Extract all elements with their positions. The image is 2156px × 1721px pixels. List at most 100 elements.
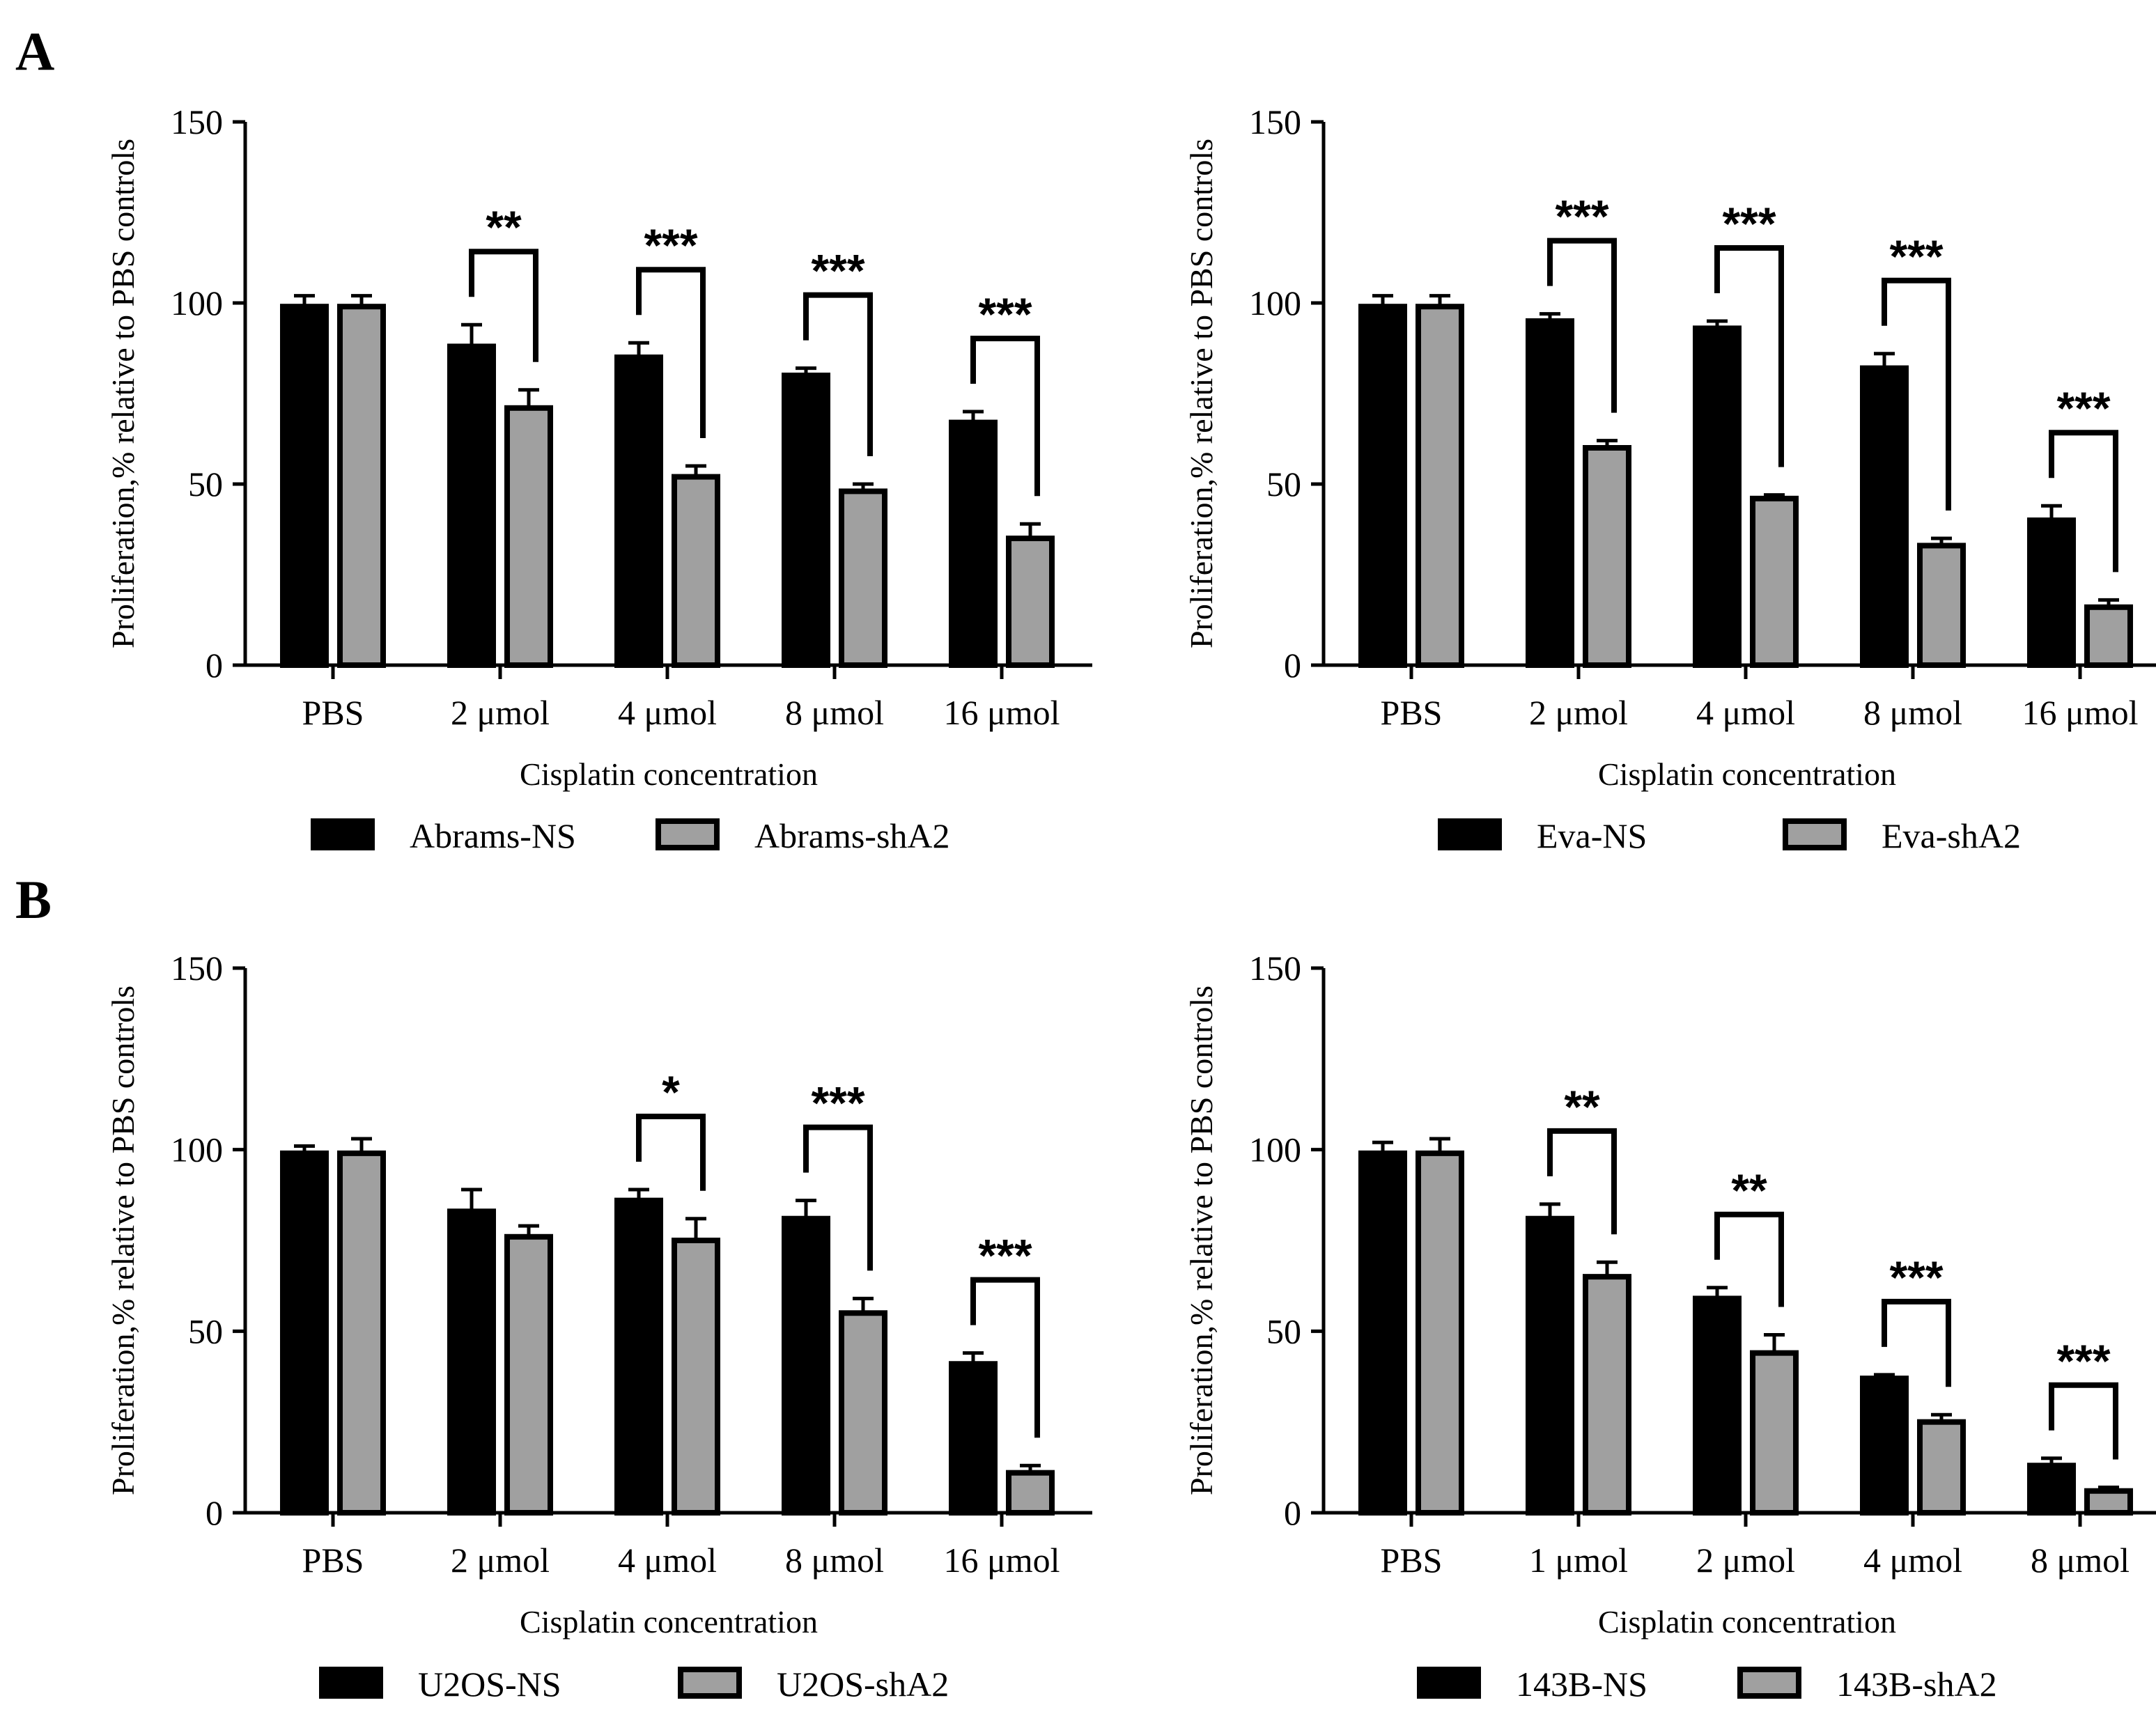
bar-sha2: [1006, 536, 1055, 668]
legend-label: 143B-shA2: [1836, 1665, 1997, 1704]
bar-sha2: [1006, 1470, 1055, 1516]
error-bar: [685, 1217, 706, 1240]
error-bar: [796, 366, 816, 375]
bar-ns: [1693, 325, 1742, 668]
y-tick-label: 150: [171, 102, 223, 141]
x-tick-label: 4 μmol: [618, 1541, 717, 1580]
error-bar: [1931, 536, 1952, 546]
x-axis-title: Cisplatin concentration: [1598, 756, 1896, 792]
bar-ns: [1860, 365, 1909, 668]
error-bar: [963, 1351, 984, 1364]
significance-label: *: [662, 1066, 680, 1118]
y-tick-label: 0: [1284, 646, 1301, 685]
x-tick-label: 8 μmol: [785, 1541, 884, 1580]
y-axis-title: Proliferation,% relative to PBS controls: [105, 986, 141, 1495]
legend-label: U2OS-shA2: [777, 1665, 949, 1704]
error-bar: [1707, 1286, 1728, 1299]
y-tick-label: 50: [188, 1311, 223, 1350]
significance-bracket: [1882, 1298, 1951, 1387]
y-tick-label: 0: [1284, 1493, 1301, 1532]
bar-ns: [949, 419, 998, 668]
bar-ns: [1526, 318, 1574, 668]
y-axis-title: Proliferation,% relative to PBS controls: [105, 139, 141, 648]
error-bar: [685, 464, 706, 477]
bar-sha2: [504, 1233, 553, 1516]
error-bar: [518, 388, 539, 408]
y-tick-label: 100: [171, 283, 223, 322]
bar-sha2: [337, 1150, 386, 1516]
x-tick-label: PBS: [302, 1541, 364, 1580]
x-tick-label: 16 μmol: [2022, 693, 2138, 732]
x-tick-label: 16 μmol: [943, 693, 1060, 732]
error-bar: [1707, 319, 1728, 329]
bar-sha2: [504, 405, 553, 668]
x-axis-title: Cisplatin concentration: [520, 1604, 818, 1640]
legend-swatch: [656, 818, 720, 850]
bar-sha2: [839, 488, 887, 669]
bar-ns: [447, 343, 496, 668]
error-bar: [1372, 1140, 1393, 1153]
significance-bracket: [2049, 430, 2118, 573]
x-tick-label: 2 μmol: [1696, 1541, 1795, 1580]
error-bar: [1429, 1137, 1450, 1153]
chart-u2os: 0 50 100 150 Proliferation,% relative to PBS…: [105, 949, 1092, 1704]
y-tick-label: 150: [1249, 949, 1301, 988]
significance-bracket: [636, 267, 706, 438]
bar-sha2: [2084, 1488, 2133, 1516]
x-tick-label: 2 μmol: [451, 693, 550, 732]
chart-eva: 0 50 100 150 Proliferation,% relative to PBS…: [1184, 102, 2156, 855]
legend-label: Abrams-shA2: [754, 816, 950, 855]
x-tick-label: PBS: [1381, 1541, 1443, 1580]
y-tick-label: 50: [1266, 1311, 1301, 1350]
legend-swatch: [1438, 818, 1502, 850]
error-bar: [351, 294, 372, 307]
bar-sha2: [2084, 604, 2133, 668]
bar-ns: [1860, 1376, 1909, 1516]
error-bar: [1372, 294, 1393, 307]
bar-sha2: [672, 474, 720, 668]
y-tick-label: 150: [1249, 102, 1301, 141]
error-bar: [518, 1224, 539, 1237]
legend-swatch: [678, 1667, 742, 1699]
bar-ns: [1526, 1215, 1574, 1516]
bar-ns: [949, 1361, 998, 1516]
bar-sha2: [1416, 304, 1464, 668]
error-bar: [1874, 352, 1895, 368]
error-bar: [2098, 1486, 2119, 1491]
bar-ns: [280, 304, 329, 668]
significance-label: **: [1564, 1081, 1600, 1132]
error-bar: [1540, 312, 1560, 321]
bar-sha2: [1750, 1350, 1799, 1516]
x-tick-label: 1 μmol: [1529, 1541, 1628, 1580]
significance-bracket: [803, 292, 873, 456]
error-bar: [628, 1187, 649, 1201]
x-tick-label: PBS: [302, 693, 364, 732]
y-axis-title: Proliferation,% relative to PBS controls: [1184, 986, 1219, 1495]
error-bar: [1540, 1202, 1560, 1219]
legend-swatch: [1783, 818, 1847, 850]
legend-swatch: [1417, 1667, 1481, 1699]
error-bar: [2041, 504, 2062, 520]
significance-label: ***: [2056, 1335, 2110, 1387]
bar-sha2: [1416, 1150, 1464, 1516]
significance-bracket: [1882, 277, 1951, 511]
error-bar: [1931, 1412, 1952, 1422]
x-tick-label: 4 μmol: [618, 693, 717, 732]
bar-sha2: [337, 304, 386, 668]
significance-bracket: [636, 1114, 706, 1191]
bar-ns: [1693, 1295, 1742, 1516]
bar-ns: [614, 355, 663, 668]
error-bar: [1597, 1260, 1618, 1277]
x-tick-label: 4 μmol: [1863, 1541, 1962, 1580]
x-tick-label: PBS: [1381, 693, 1443, 732]
legend-swatch: [319, 1667, 383, 1699]
significance-label: ***: [978, 288, 1032, 340]
significance-bracket: [803, 1124, 873, 1271]
error-bar: [1597, 439, 1618, 448]
y-tick-label: 100: [1249, 283, 1301, 322]
bar-ns: [1358, 1150, 1407, 1516]
error-bar: [2098, 598, 2119, 607]
bar-sha2: [839, 1310, 887, 1516]
significance-bracket: [1714, 245, 1784, 467]
